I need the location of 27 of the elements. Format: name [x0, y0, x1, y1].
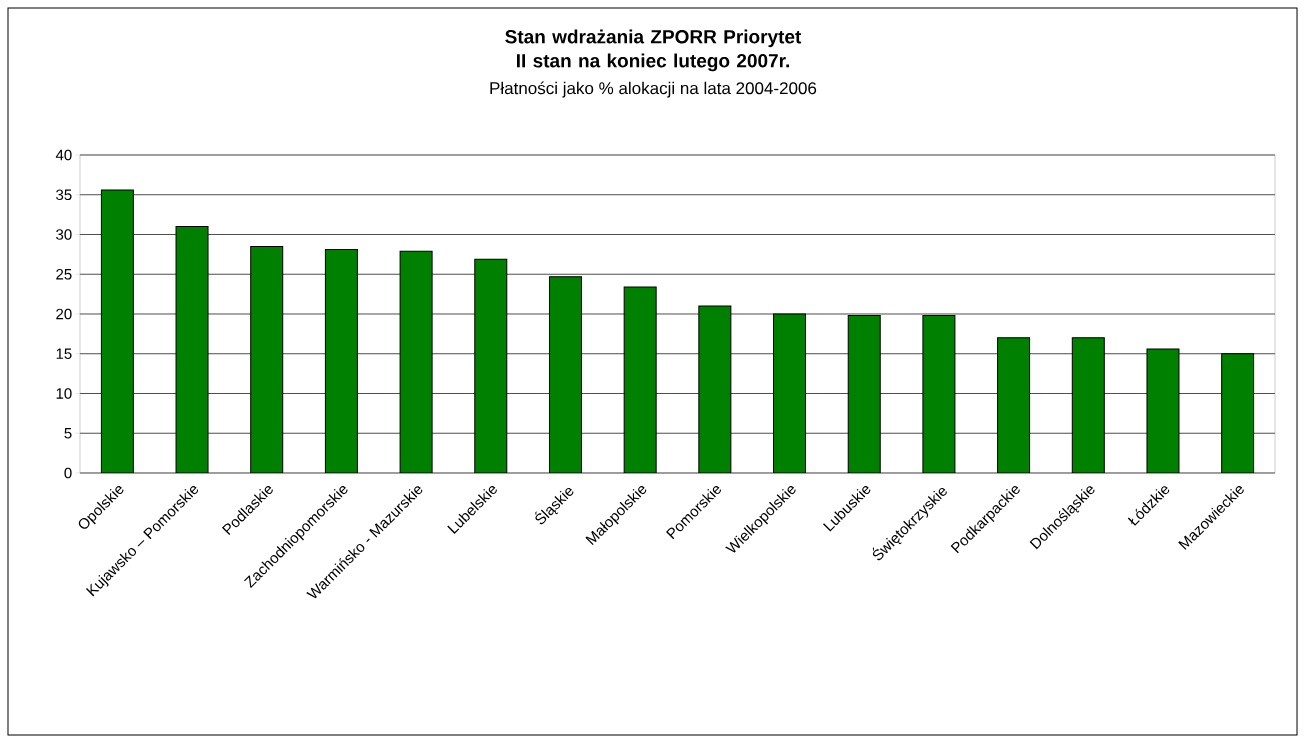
y-tick-label: 25: [56, 268, 72, 280]
bar: [399, 250, 433, 473]
bar: [548, 276, 582, 473]
bar: [698, 305, 732, 473]
bar: [175, 226, 209, 473]
y-tick-label: 15: [56, 348, 72, 359]
y-tick-label: 30: [56, 229, 72, 240]
bar: [1221, 353, 1255, 473]
y-tick-label: 5: [64, 428, 72, 439]
chart-subtitle: Płatności jako % alokacji na lata 2004-2006: [490, 81, 817, 98]
y-tick-label: 35: [56, 189, 72, 201]
y-tick-label: 10: [56, 388, 72, 399]
bar: [1146, 348, 1180, 473]
y-tick-label: 20: [56, 308, 72, 320]
y-tick-label: 0: [64, 467, 72, 479]
bar: [773, 313, 807, 473]
bar: [100, 189, 134, 473]
bar: [922, 315, 956, 473]
y-tick-label: 40: [55, 149, 72, 161]
chart-title: Stan wdrażania ZPORR Priorytet II stan na koniec lutego 2007r.: [505, 29, 802, 72]
bar: [250, 245, 284, 473]
bar: [623, 286, 657, 473]
bar: [474, 258, 508, 473]
bar: [1071, 337, 1105, 473]
bar: [997, 337, 1031, 473]
bar: [847, 315, 881, 473]
bar: [324, 249, 358, 473]
